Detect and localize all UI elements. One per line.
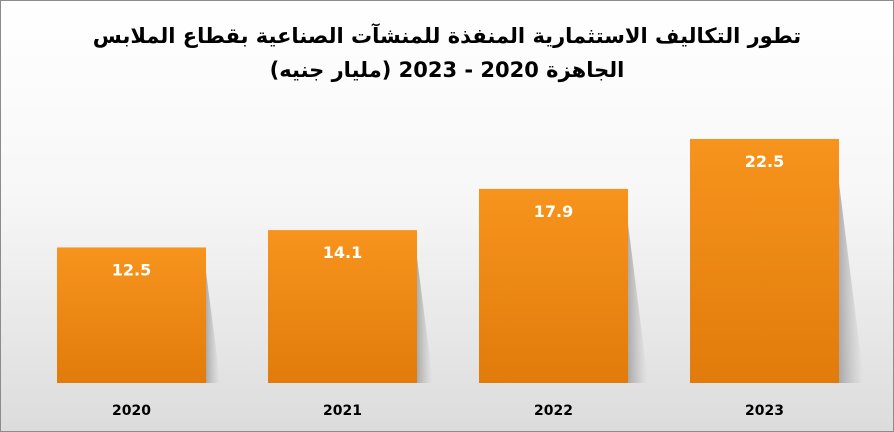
bar-shadow bbox=[206, 271, 220, 383]
data-label-2020: 12.5 bbox=[112, 260, 151, 279]
chart-title-line-1: تطور التكاليف الاستثمارية المنفذة للمنشآ… bbox=[92, 24, 802, 48]
x-tick-label-2020: 2020 bbox=[112, 403, 151, 419]
data-label-2022: 17.9 bbox=[534, 202, 573, 221]
x-tick-label-2022: 2022 bbox=[534, 403, 573, 419]
bar-shadow bbox=[839, 182, 864, 383]
chart-title: تطور التكاليف الاستثمارية المنفذة للمنشآ… bbox=[1, 19, 893, 87]
data-labels: 12.5 14.1 17.9 22.5 bbox=[112, 152, 784, 279]
bar-shadow bbox=[417, 257, 433, 383]
data-label-2023: 22.5 bbox=[745, 152, 784, 171]
bar-2020 bbox=[57, 247, 206, 383]
bar-2021 bbox=[268, 230, 417, 383]
chart-title-line-2: الجاهزة 2020 - 2023 (مليار جنيه) bbox=[269, 58, 625, 82]
bar-2022 bbox=[479, 188, 628, 383]
bar-2023 bbox=[690, 139, 839, 383]
bar-shadow bbox=[628, 223, 648, 383]
bar-shadows bbox=[206, 182, 864, 383]
x-tick-label-2021: 2021 bbox=[323, 403, 362, 419]
x-tick-label-2023: 2023 bbox=[745, 403, 784, 419]
data-label-2021: 14.1 bbox=[323, 243, 362, 262]
x-axis-tick-labels: 2020 2021 2022 2023 bbox=[112, 403, 784, 419]
bars bbox=[57, 139, 839, 383]
